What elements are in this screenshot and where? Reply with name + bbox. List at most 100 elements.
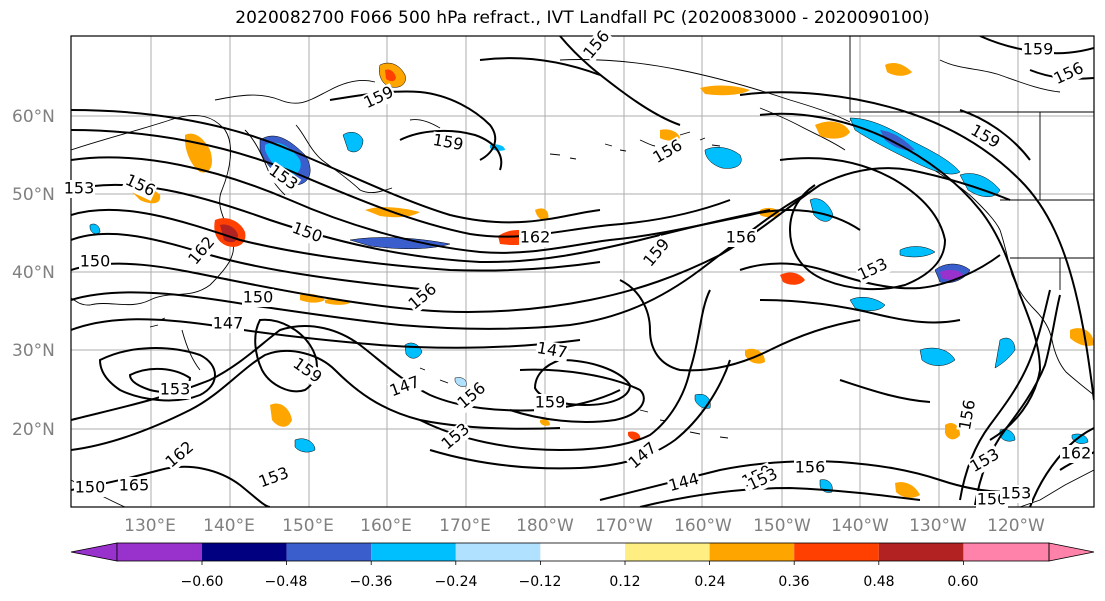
contour-label-background: [794, 459, 826, 477]
colorbar-bin: [455, 543, 541, 561]
contour-label-background: [1050, 59, 1088, 89]
lon-label: 160°W: [674, 516, 732, 536]
contour-label-background: [430, 131, 466, 155]
contour-label-background: [404, 279, 442, 315]
gridlines: [71, 36, 1094, 507]
contour-label-background: [79, 253, 111, 271]
colorbar-tick-label: −0.24: [435, 574, 478, 590]
lon-label: 170°E: [439, 516, 491, 536]
contour-label-background: [666, 470, 702, 496]
contour-label: 159: [1023, 40, 1054, 59]
contour-label: 150: [80, 252, 111, 271]
contour-label-background: [744, 465, 782, 495]
map-title: 2020082700 F066 500 hPa refract., IVT La…: [235, 8, 930, 28]
contour-label-background: [649, 136, 687, 168]
contour-label-background: [725, 229, 757, 247]
contour-label-background: [74, 479, 106, 497]
contour-label-background: [1022, 41, 1054, 59]
contour-label-background: [1000, 485, 1032, 503]
contour-label-background: [121, 171, 159, 201]
contour-label-background: [519, 229, 551, 247]
colorbar-bin: [540, 543, 625, 561]
contour-label: 156: [726, 228, 757, 247]
contour-label-background: [360, 83, 398, 113]
lat-label: 40°N: [12, 263, 55, 283]
contour-label-background: [255, 464, 293, 492]
contour-label: 162: [520, 228, 551, 247]
colorbar-bin: [286, 543, 372, 561]
contour-label-background: [1060, 445, 1092, 463]
colorbar-under-arrow: [70, 542, 118, 562]
contour-label-background: [386, 373, 424, 401]
latitude-labels: 60°N 50°N 40°N 30°N 20°N: [12, 107, 55, 440]
colorbar-bin: [963, 543, 1049, 561]
colorbar-tick-label: 0.36: [778, 574, 809, 590]
contour-label: 159: [535, 393, 566, 412]
colorbar-over-arrow: [1048, 542, 1095, 562]
contour-label: 153: [1001, 484, 1032, 503]
contour-label: 162: [1061, 444, 1092, 463]
contour-label-background: [854, 255, 892, 285]
colorbar-bin: [117, 543, 202, 561]
contour-label-background: [966, 445, 1004, 477]
contour-label-background: [242, 289, 274, 307]
contour-label: 165: [119, 476, 150, 495]
lon-label: 130°E: [124, 516, 176, 536]
contour-label-background: [161, 437, 199, 473]
contour-label-background: [534, 394, 566, 412]
colorbar-tick-label: −0.36: [350, 574, 393, 590]
contour-label-background: [159, 381, 191, 399]
ivt-shading: [89, 62, 1094, 498]
lon-label: 140°W: [831, 516, 889, 536]
colorbar-bin: [202, 543, 287, 561]
lon-label: 150°W: [753, 516, 811, 536]
contour-label-background: [453, 378, 491, 414]
contour-label: 150: [243, 288, 274, 307]
contour-label-background: [437, 419, 475, 455]
contour-label: 150: [977, 490, 1008, 509]
contour-label-background: [966, 121, 1004, 153]
contour-label-background: [288, 219, 326, 247]
colorbar: [70, 542, 1095, 565]
lat-label: 30°N: [12, 341, 55, 361]
lat-label: 60°N: [12, 107, 55, 127]
contour-label-background: [212, 315, 244, 333]
lon-label: 160°E: [360, 516, 412, 536]
contour-label: 153: [64, 179, 95, 198]
colorbar-tick-label: 0.12: [609, 574, 640, 590]
colorbar-bin: [794, 543, 879, 561]
contour-label-background: [118, 477, 150, 495]
lon-label: 120°W: [987, 516, 1045, 536]
colorbar-tick-labels: −0.60 −0.48 −0.36 −0.24 −0.12 0.12 0.24 …: [181, 574, 979, 590]
lon-label: 150°E: [282, 516, 334, 536]
lon-label: 130°W: [909, 516, 967, 536]
lon-label: 170°W: [595, 516, 653, 536]
contour-label-background: [534, 339, 570, 363]
colorbar-bin: [709, 543, 795, 561]
lon-label: 140°E: [203, 516, 255, 536]
colorbar-bin: [878, 543, 964, 561]
colorbar-outline: [116, 542, 1050, 562]
contour-label-background: [639, 234, 675, 272]
colorbar-tick-label: −0.60: [181, 574, 224, 590]
contour-label: 147: [213, 314, 244, 333]
lat-label: 50°N: [12, 185, 55, 205]
colorbar-tick-label: 0.48: [863, 574, 894, 590]
colorbar-tick-label: 0.24: [694, 574, 725, 590]
colorbar-tick-label: −0.12: [519, 574, 562, 590]
contour-label-background: [288, 354, 326, 388]
longitude-labels: 130°E 140°E 150°E 160°E 170°E 180°W 170°…: [124, 516, 1045, 536]
contour-label-background: [579, 26, 615, 64]
contour-label: 156: [795, 458, 826, 477]
contour-label: 150: [75, 478, 106, 497]
contour-label-background: [63, 180, 95, 198]
colorbar-tick-label: −0.48: [265, 574, 308, 590]
contour-label: 153: [160, 380, 191, 399]
colorbar-bin: [371, 543, 456, 561]
contour-label-background: [956, 397, 980, 433]
lon-label: 180°W: [516, 516, 574, 536]
map-border: [70, 35, 1095, 508]
lat-label: 20°N: [12, 420, 55, 440]
